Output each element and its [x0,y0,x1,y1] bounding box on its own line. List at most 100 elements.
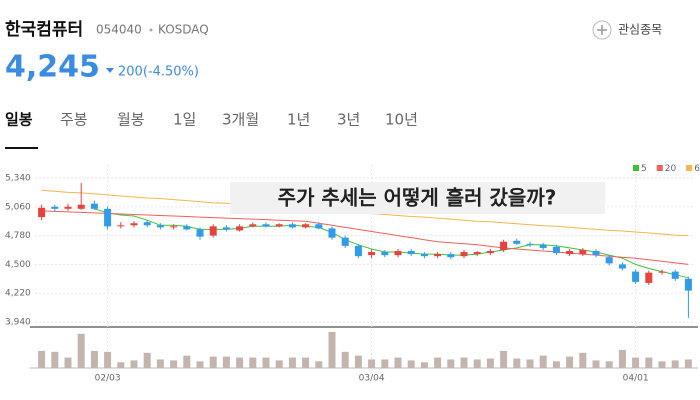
volume-bar [354,355,362,368]
y-tick-label: 5,060 [5,202,31,212]
volume-bar [77,333,85,368]
tab[interactable]: 3개월 [222,111,259,129]
volume-bar [275,360,283,368]
volume-bar [130,360,138,368]
volume-bar [90,350,98,368]
candle-body [209,226,217,236]
candle-body [196,229,204,237]
candle-body [302,224,310,228]
volume-bar [38,350,46,368]
x-tick-label: 04/01 [623,374,649,384]
candle-body [579,249,587,255]
candle-body [632,271,640,282]
candle-body [183,226,191,230]
legend-swatch [633,165,639,171]
stock-name: 한국컴퓨터 [5,19,83,40]
legend-label: 5 [641,164,647,174]
volume-bar [645,357,653,368]
volume-bar [486,358,494,368]
y-tick-label: 5,340 [5,173,31,183]
candle-body [500,241,508,250]
volume-bar [262,357,270,368]
x-tick-label: 03/04 [359,374,385,384]
watch-button[interactable]: 관심종목 [618,23,662,37]
candle-body [605,257,613,264]
tab[interactable]: 주봉 [60,111,88,129]
volume-bar [368,359,376,368]
legend-swatch [686,165,693,171]
volume-bar [288,357,296,368]
plus [597,25,607,35]
candle-body [486,251,494,254]
candle-body [236,226,244,231]
moving-average [41,210,689,265]
current-price: 4,245 [5,50,100,85]
volume-bar [539,355,547,368]
y-tick-label: 4,780 [5,231,31,241]
down-arrow [106,68,114,73]
candle-body [275,224,283,227]
candle-body [90,203,98,209]
watch-icon[interactable] [592,20,612,40]
candle-body [434,254,442,257]
candle-body [315,224,323,229]
volume-bar [170,360,178,368]
volume-bar [236,357,244,368]
candle-body [645,272,653,283]
annotation-box [230,182,605,214]
volume-bar [566,356,574,368]
volume-bar [420,362,428,368]
volume-bar [143,352,151,368]
volume-bar [381,359,389,368]
volume-bar [117,362,125,368]
annotation: 주가 추세는 어떻게 흘러 갔을까? [278,186,557,210]
candle-body [288,224,296,228]
candle-body [381,252,389,256]
plot: 3,940 4,220 4,500 4,780 5,060 5,340 02/03 03/04… [5,164,700,384]
tab[interactable]: 10년 [385,111,418,129]
candle-body [328,228,336,238]
market: KOSDAQ [158,23,209,37]
x-tick-label: 02/03 [95,374,121,384]
tab[interactable]: 일봉 [5,111,33,129]
candle-body [394,251,402,256]
tab[interactable]: 1년 [287,111,310,129]
price-change: 200(-4.50%) [118,65,199,80]
volume-bar [552,361,560,368]
volume-bar [592,360,600,368]
candle-body [473,252,481,255]
candle-body [117,225,125,227]
y-tick-label: 4,500 [5,260,31,270]
stock-code: 054040 [96,23,142,37]
volume-bar [328,331,336,368]
candle-body [368,252,376,256]
candle-body [51,206,59,209]
legend-label: 20 [665,164,677,174]
tabs: 일봉 주봉 월봉 1일 3개월 1년 3년 10년 [5,111,418,129]
volume-bar [605,361,613,368]
volume-bar [249,357,257,368]
volume-bar [209,356,217,368]
volume-bar [473,359,481,368]
y-tick-label: 3,940 [5,318,31,328]
volume-bar [222,356,230,368]
candle-body [170,226,178,228]
volume-bar [434,357,442,368]
volume-bar [196,361,204,368]
candle-body [341,237,349,246]
candle-body [539,244,547,248]
tab[interactable]: 1일 [173,111,196,129]
candle-body [592,251,600,256]
tab[interactable]: 월봉 [117,111,145,129]
y-tick-label: 4,220 [5,289,31,299]
candle-body [513,240,521,244]
volume-bar [460,357,468,368]
candle-body [658,271,666,273]
candle-body [64,206,72,209]
volume-bar [579,352,587,368]
legend-swatch [656,165,663,171]
tab[interactable]: 3년 [337,111,360,129]
candle-body [130,223,138,226]
candle-body [420,254,428,257]
